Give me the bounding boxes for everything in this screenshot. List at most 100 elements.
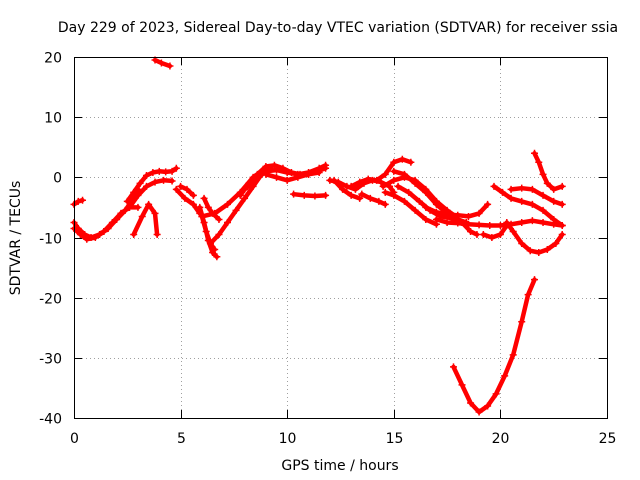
data-point <box>200 194 208 202</box>
data-point <box>130 188 138 196</box>
data-point <box>503 218 511 226</box>
x-axis-label: GPS time / hours <box>281 458 398 474</box>
data-point <box>518 218 526 226</box>
series-trace-10 <box>177 182 197 199</box>
data-point <box>136 179 144 187</box>
data-point <box>134 203 142 211</box>
data-point <box>339 185 347 193</box>
y-tick-labels: -40 -30 -20 -10 0 10 20 <box>39 51 62 428</box>
series-line <box>201 196 222 222</box>
data-point <box>422 215 430 223</box>
data-point <box>330 176 338 184</box>
data-point <box>211 209 219 217</box>
data-point <box>432 200 440 208</box>
data-point <box>518 240 526 248</box>
data-point <box>496 230 504 238</box>
data-point <box>283 176 291 184</box>
series-trace-31 <box>490 182 566 229</box>
data-point <box>290 190 298 198</box>
x-tick-label: 20 <box>492 431 510 447</box>
data-point <box>411 179 419 187</box>
series-trace-32 <box>503 218 566 257</box>
series-trace-14 <box>206 164 274 248</box>
gridlines <box>74 57 607 418</box>
data-point <box>347 182 355 190</box>
data-point <box>364 175 372 183</box>
data-point <box>400 197 408 205</box>
data-point <box>153 230 161 238</box>
series-trace-35 <box>449 276 539 416</box>
y-tick-label: 20 <box>44 51 62 67</box>
data-point <box>479 230 487 238</box>
data-point <box>123 197 131 205</box>
data-point <box>100 227 108 235</box>
data-point <box>183 185 191 193</box>
data-point <box>400 170 408 178</box>
series-trace-28 <box>422 200 492 220</box>
data-point <box>535 249 543 257</box>
data-point <box>172 164 180 172</box>
series-trace-7 <box>130 200 161 238</box>
series-trace-21 <box>330 176 364 202</box>
data-point <box>83 235 91 243</box>
data-point <box>390 176 398 184</box>
x-tick-label: 5 <box>177 431 186 447</box>
data-point <box>539 170 547 178</box>
data-point <box>215 230 223 238</box>
data-point <box>528 185 536 193</box>
data-point <box>398 155 406 163</box>
data-point <box>464 212 472 220</box>
data-point <box>196 203 204 211</box>
data-point <box>294 173 302 181</box>
series-trace-3 <box>70 224 108 243</box>
data-point <box>432 208 440 216</box>
data-point <box>381 188 389 196</box>
data-point <box>181 194 189 202</box>
data-point <box>168 177 176 185</box>
data-point <box>366 194 374 202</box>
data-point <box>157 59 165 67</box>
series-trace-34 <box>531 149 566 193</box>
data-point <box>215 215 223 223</box>
series-trace-6 <box>125 176 176 211</box>
data-point <box>390 158 398 166</box>
data-point <box>134 191 142 199</box>
data-point <box>305 170 313 178</box>
data-point <box>535 158 543 166</box>
data-point <box>411 206 419 214</box>
data-point <box>518 197 526 205</box>
data-point <box>496 221 504 229</box>
data-point <box>373 176 381 184</box>
data-point <box>142 172 150 180</box>
data-point <box>379 182 387 190</box>
series-line <box>291 191 328 199</box>
data-point <box>390 191 398 199</box>
data-point <box>347 191 355 199</box>
data-point <box>475 209 483 217</box>
y-tick-label: 10 <box>44 111 62 127</box>
data-point <box>189 200 197 208</box>
data-point <box>358 190 366 198</box>
data-point <box>486 221 494 229</box>
x-tick-label: 15 <box>386 431 404 447</box>
data-point <box>224 218 232 226</box>
series-line <box>331 178 362 201</box>
y-tick-label: 0 <box>53 171 62 187</box>
axis-ticks <box>74 57 608 419</box>
data-point <box>543 246 551 254</box>
data-point <box>381 200 389 208</box>
data-point <box>315 169 323 177</box>
data-point <box>270 161 278 169</box>
y-tick-label: -40 <box>39 412 62 428</box>
data-point <box>467 227 475 235</box>
data-point <box>550 215 558 223</box>
data-point <box>473 230 481 238</box>
data-point <box>518 318 526 326</box>
data-point <box>224 200 232 208</box>
data-point <box>151 209 159 217</box>
x-tick-label: 10 <box>279 431 297 447</box>
data-point <box>524 291 532 299</box>
data-point <box>130 230 138 238</box>
data-point <box>422 203 430 211</box>
series-trace-13 <box>200 194 223 223</box>
